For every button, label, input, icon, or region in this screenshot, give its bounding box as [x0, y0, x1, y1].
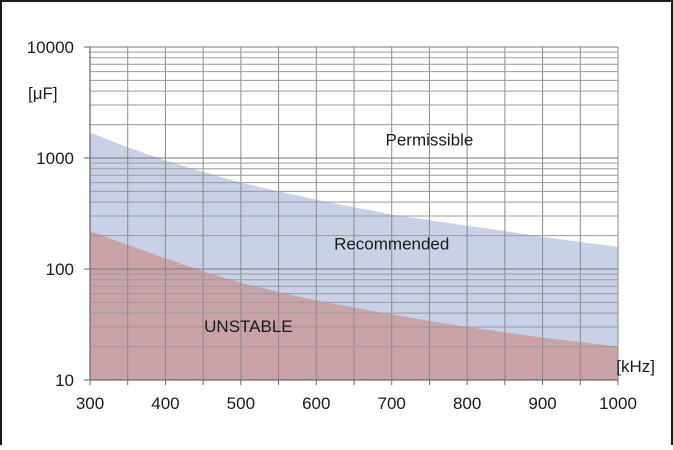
chart-grid [89, 46, 619, 381]
y-tick-label: 1000 [36, 149, 74, 168]
y-unit-label: [μF] [28, 84, 58, 103]
y-tick-label: 10000 [27, 38, 74, 57]
x-tick-label: 1000 [599, 394, 637, 413]
capacitance-frequency-chart: 300 400 500 600 700 800 900 1000 10 100 1000 10000 [… [27, 38, 655, 413]
region-label-permissible: Permissible [385, 130, 473, 149]
x-tick-label: 300 [76, 394, 104, 413]
region-label-unstable: UNSTABLE [204, 317, 293, 336]
x-tick-label: 500 [227, 394, 255, 413]
x-tick-label: 600 [302, 394, 330, 413]
unstable-area [90, 231, 618, 380]
chart-labels: 300 400 500 600 700 800 900 1000 10 100 1000 10000 [… [27, 38, 655, 413]
region-label-recommended: Recommended [334, 234, 449, 253]
x-tick-label: 700 [378, 394, 406, 413]
y-tick-label: 100 [46, 260, 74, 279]
x-unit-label: [kHz] [616, 357, 655, 376]
x-tick-label: 900 [528, 394, 556, 413]
chart-axes [84, 46, 619, 385]
x-tick-label: 800 [453, 394, 481, 413]
x-tick-label: 400 [151, 394, 179, 413]
y-tick-label: 10 [55, 371, 74, 390]
